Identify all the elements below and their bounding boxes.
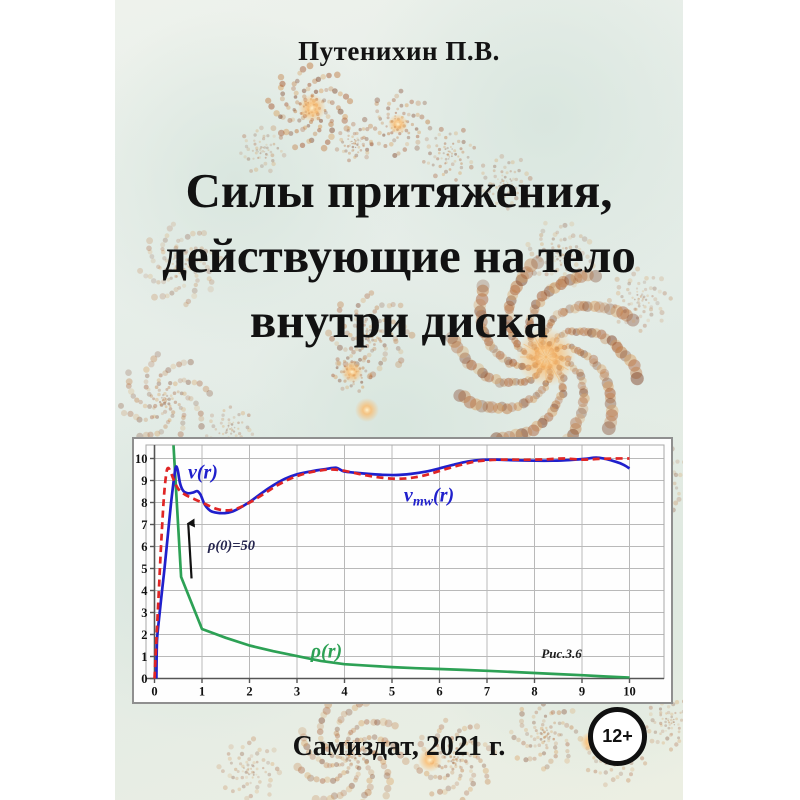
- series-vmw-curve: [153, 457, 630, 679]
- book-title: Силы притяжения, действующие на тело вну…: [100, 158, 698, 353]
- series-rho-curve: [172, 445, 630, 679]
- y-tick-label: 10: [135, 452, 148, 466]
- x-tick-label: 6: [436, 685, 442, 699]
- background-tint-blob: [345, 0, 683, 320]
- y-tick-label: 0: [141, 672, 147, 686]
- tick-labels: 0 1 2 3 4 5 6 7 8 9 10 0 1 2 3 4 5 6 7 8 9 10: [135, 452, 636, 699]
- x-tick-label: 7: [484, 685, 490, 699]
- title-line-1: Силы притяжения,: [185, 163, 613, 218]
- v-label: v(r): [188, 461, 218, 483]
- x-tick-label: 9: [579, 685, 585, 699]
- chart-panel: 0 1 2 3 4 5 6 7 8 9 10 0 1 2 3 4 5 6 7 8 9 10 v(r) vmw(r) ρ(0)=5…: [132, 437, 673, 704]
- y-tick-label: 5: [141, 562, 147, 576]
- y-tick-label: 6: [141, 540, 147, 554]
- rho0-label: ρ(0)=50: [207, 538, 255, 554]
- y-tick-label: 2: [141, 628, 147, 642]
- fig-label: Рис.3.6: [541, 646, 582, 661]
- x-tick-label: 4: [341, 685, 348, 699]
- publisher-line: Самиздат, 2021 г.: [292, 731, 506, 762]
- y-tick-label: 1: [141, 650, 147, 664]
- series-curves: [153, 445, 631, 679]
- y-tick-label: 3: [141, 606, 147, 620]
- density-arrow: [186, 518, 195, 579]
- x-tick-label: 10: [623, 685, 636, 699]
- grid-lines: [150, 445, 664, 679]
- x-tick-label: 2: [246, 685, 252, 699]
- title-line-2: действующие на тело: [162, 228, 636, 283]
- x-tick-label: 5: [389, 685, 395, 699]
- background-tint-blob: [115, 10, 405, 350]
- vmw-label: vmw(r): [404, 484, 454, 509]
- annotation-arrow: [186, 518, 195, 579]
- forces-chart: 0 1 2 3 4 5 6 7 8 9 10 0 1 2 3 4 5 6 7 8 9 10 v(r) vmw(r) ρ(0)=5…: [135, 444, 665, 699]
- x-tick-label: 8: [531, 685, 537, 699]
- fractal-glow-cores: [298, 94, 600, 772]
- age-rating-text: 12+: [602, 726, 633, 746]
- curve-labels: v(r) vmw(r) ρ(0)=50 ρ(r) Рис.3.6: [188, 461, 582, 662]
- rho-label: ρ(r): [310, 641, 342, 663]
- y-tick-label: 9: [141, 474, 147, 488]
- axes: [146, 445, 664, 683]
- y-tick-label: 8: [141, 496, 147, 510]
- y-tick-label: 4: [141, 584, 148, 598]
- x-tick-label: 1: [199, 685, 205, 699]
- y-tick-label: 7: [141, 518, 147, 532]
- author-name: Путенихин П.В.: [298, 36, 500, 66]
- x-tick-label: 3: [294, 685, 300, 699]
- age-rating-badge: 12+: [588, 707, 647, 766]
- x-tick-label: 0: [151, 685, 157, 699]
- title-line-3: внутри диска: [249, 293, 549, 348]
